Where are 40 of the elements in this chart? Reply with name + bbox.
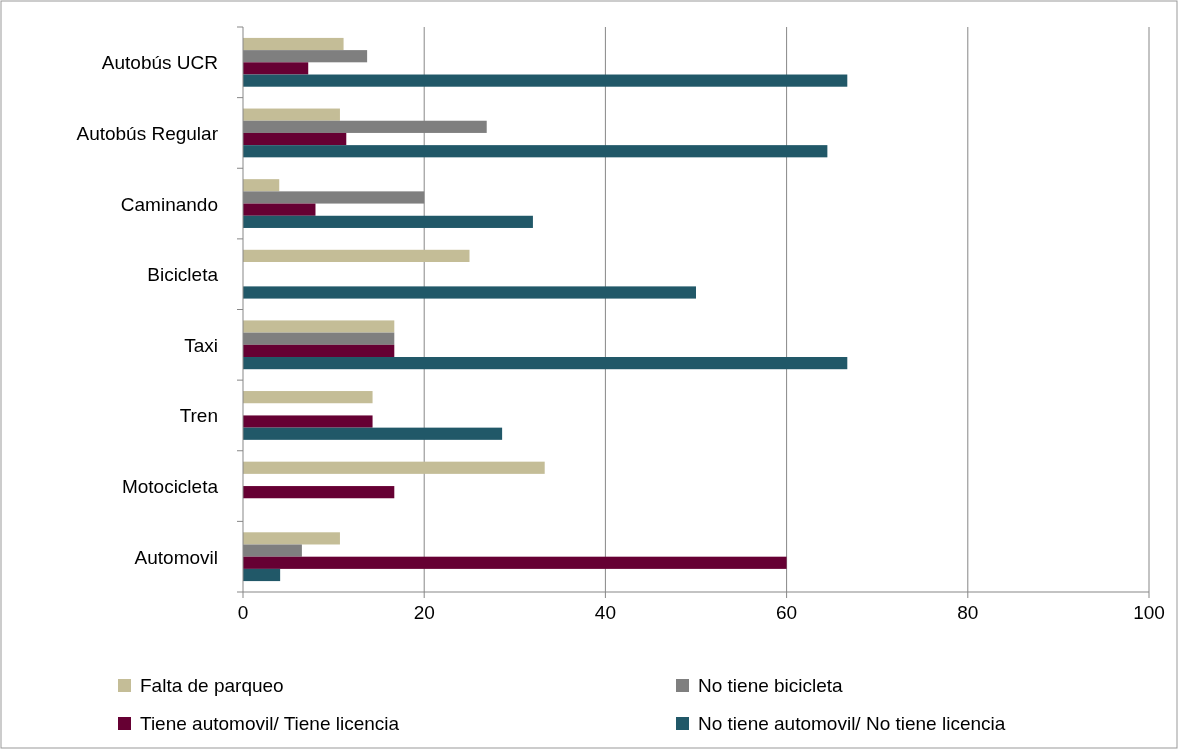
bar (243, 415, 373, 428)
bar (243, 532, 340, 545)
bar (243, 556, 787, 569)
bar (243, 391, 373, 404)
y-tick-label: Taxi (184, 334, 218, 356)
x-tick-label: 60 (776, 602, 798, 623)
bar (243, 145, 828, 158)
bar (243, 427, 503, 440)
bar (243, 215, 533, 228)
bar (243, 203, 316, 216)
bar (243, 286, 696, 299)
y-tick-label: Tren (179, 405, 218, 427)
bar (243, 179, 280, 192)
bar (243, 461, 545, 474)
bar (243, 249, 470, 262)
bar (243, 357, 848, 370)
bar (243, 37, 344, 51)
legend-label: Tiene automovil/ Tiene licencia (140, 713, 400, 734)
bar (243, 320, 395, 333)
x-tick-label: 20 (413, 602, 435, 623)
bar (243, 568, 281, 582)
bar (243, 108, 340, 121)
y-tick-label: Automovil (134, 546, 218, 568)
bar (243, 74, 848, 87)
legend-label: No tiene bicicleta (698, 675, 844, 696)
bar (243, 486, 395, 499)
y-tick-label: Autobús UCR (101, 52, 218, 74)
bar (243, 344, 395, 358)
y-tick-label: Motocicleta (121, 476, 219, 498)
bar (243, 132, 347, 146)
x-tick-label: 40 (594, 602, 616, 623)
legend-label: No tiene automovil/ No tiene licencia (698, 713, 1006, 734)
x-tick-label: 80 (957, 602, 979, 623)
y-tick-label: Autobús Regular (76, 122, 219, 144)
legend-label: Falta de parqueo (140, 675, 284, 696)
bar (243, 62, 309, 75)
y-tick-label: Caminando (120, 193, 218, 215)
x-tick-label: 0 (237, 602, 249, 623)
x-tick-label: 100 (1133, 602, 1165, 623)
y-tick-label: Bicicleta (147, 264, 219, 286)
